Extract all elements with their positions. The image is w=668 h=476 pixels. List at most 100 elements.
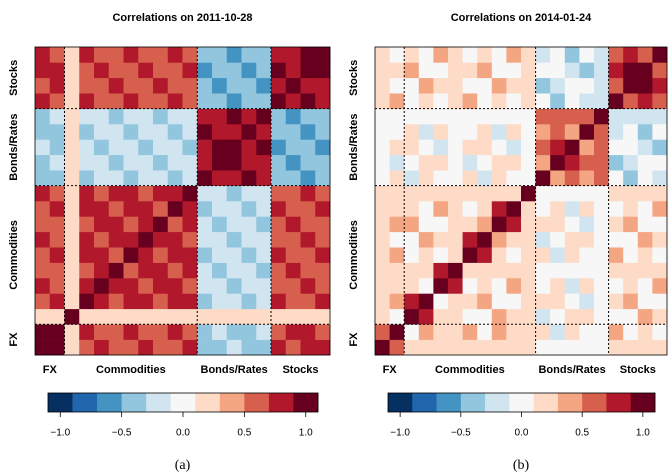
cell (564, 216, 580, 233)
cell (652, 308, 668, 325)
cell (491, 216, 507, 233)
cell (64, 93, 80, 109)
cell (652, 185, 668, 202)
cell (167, 324, 183, 340)
colorbar-box (582, 393, 607, 412)
cell (79, 77, 95, 94)
cell (35, 201, 51, 217)
cell (315, 231, 331, 248)
cell (579, 339, 595, 356)
cell (462, 308, 478, 325)
cell (564, 62, 580, 79)
cell (550, 62, 566, 79)
cell (182, 154, 198, 171)
colorbar-box (436, 393, 462, 412)
cell (241, 216, 257, 233)
cell (404, 77, 420, 94)
cell (433, 262, 449, 279)
cell (138, 231, 154, 248)
cell (506, 154, 522, 171)
cell (448, 324, 463, 340)
cell (197, 293, 213, 310)
cell (550, 308, 566, 325)
y-group-label: FX (348, 332, 360, 347)
cell (462, 154, 478, 171)
cell (49, 247, 65, 263)
cell (404, 262, 420, 279)
cell (153, 201, 169, 217)
cell (608, 108, 624, 125)
cell (594, 308, 609, 325)
cell (521, 308, 536, 325)
cell (448, 293, 463, 310)
cell (108, 139, 124, 156)
cell (462, 93, 478, 109)
cell (594, 124, 609, 140)
cell (521, 339, 536, 356)
cell (300, 262, 316, 279)
colorbar-box (485, 393, 510, 412)
cell (226, 278, 242, 294)
cell (375, 108, 390, 125)
cell (315, 93, 331, 109)
cell (404, 308, 420, 325)
cell (389, 170, 405, 186)
cell (462, 185, 478, 202)
cell (64, 139, 80, 156)
cell (564, 93, 580, 109)
cell (241, 139, 257, 156)
cell (108, 185, 124, 202)
cell (197, 108, 213, 125)
cell (79, 124, 95, 140)
cell (138, 93, 154, 109)
cell (256, 293, 272, 310)
cell (138, 339, 154, 356)
cell (271, 139, 287, 156)
cell (623, 216, 639, 233)
cell (623, 139, 639, 156)
cell (182, 62, 198, 79)
cell (212, 77, 228, 94)
cell (79, 216, 95, 233)
cell (462, 139, 478, 156)
cell (652, 262, 668, 279)
cell (477, 308, 493, 325)
cell (300, 185, 316, 202)
cell (64, 247, 80, 263)
cell (564, 324, 580, 340)
cell (79, 185, 95, 202)
cell (521, 293, 536, 310)
cell (521, 77, 536, 94)
cell (564, 293, 580, 310)
cell (79, 293, 95, 310)
cell (491, 231, 507, 248)
cell (94, 185, 110, 202)
cell (315, 308, 331, 325)
cell (226, 62, 242, 79)
cell (462, 339, 478, 356)
cell (94, 93, 110, 109)
cell (182, 293, 198, 310)
colorbar-box (412, 393, 437, 412)
cell (64, 170, 80, 186)
cell (271, 93, 287, 109)
cell (212, 216, 228, 233)
cell (35, 93, 51, 109)
cell (212, 324, 228, 340)
cell (108, 93, 124, 109)
cell (138, 62, 154, 79)
cell (389, 339, 405, 356)
cell (197, 231, 213, 248)
cell (256, 201, 272, 217)
cell (462, 124, 478, 140)
cell (521, 47, 536, 63)
colorbar-tick-label: 1.0 (299, 428, 313, 439)
cell (506, 62, 522, 79)
cell (579, 139, 595, 156)
cell (182, 216, 198, 233)
cell (506, 170, 522, 186)
cell (550, 170, 566, 186)
cell (197, 185, 213, 202)
cell (506, 77, 522, 94)
cell (79, 62, 95, 79)
